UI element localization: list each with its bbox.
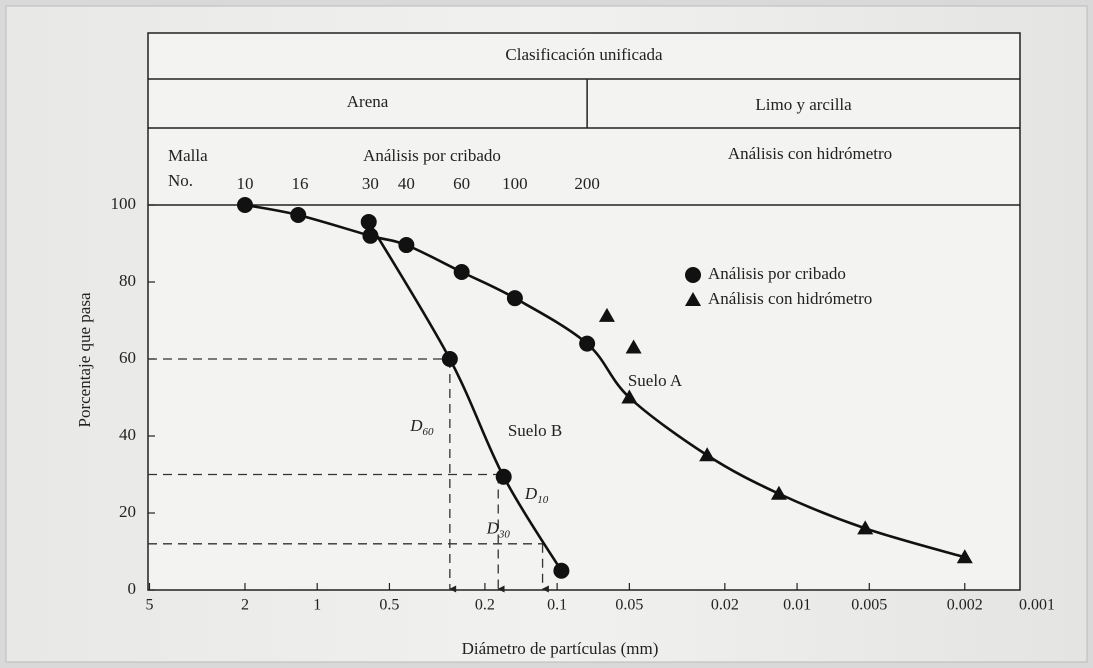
y-tick-label: 40: [119, 425, 136, 444]
x-tick-label: 0.2: [475, 597, 495, 614]
x-tick-label: 2: [241, 597, 249, 614]
triangle-marker: [598, 307, 615, 322]
y-axis-label: Porcentaje que pasa: [75, 292, 94, 427]
x-tick-label: 0.5: [379, 597, 399, 614]
triangle-marker: [685, 292, 701, 306]
circle-marker: [236, 197, 253, 213]
sieve-number: 40: [398, 174, 415, 193]
triangle-marker: [625, 339, 642, 354]
sieve-number: 200: [574, 174, 600, 193]
triangle-marker: [621, 389, 638, 404]
sieve-number: 60: [453, 174, 470, 193]
guide-label-sub: 30: [498, 528, 511, 540]
circle-marker: [362, 227, 379, 244]
triangle-marker: [956, 549, 973, 564]
sieve-method: Análisis por cribado: [363, 146, 501, 165]
malla-label: No.: [168, 171, 193, 190]
hydro-method: Análisis con hidrómetro: [728, 144, 892, 163]
header-left: Arena: [347, 92, 389, 111]
y-tick-label: 80: [119, 271, 136, 290]
x-tick-label: 0.005: [851, 597, 887, 614]
malla-label: Malla: [168, 146, 208, 165]
guide-label-sub: 10: [537, 493, 549, 505]
y-tick-label: 60: [119, 348, 136, 367]
header-title: Clasificación unificada: [505, 45, 663, 64]
header-right: Limo y arcilla: [755, 95, 852, 114]
triangle-marker: [770, 485, 787, 500]
circle-marker: [290, 207, 307, 224]
y-tick-label: 20: [119, 502, 136, 521]
sieve-number: 10: [236, 174, 253, 193]
circle-marker: [441, 351, 458, 367]
sieve-number: 16: [291, 174, 308, 193]
triangle-marker: [699, 447, 716, 462]
x-tick-label: 0.05: [615, 597, 643, 614]
guide-label-main: D: [524, 484, 538, 503]
guide-label-main: D: [486, 518, 500, 537]
circle-marker: [398, 237, 415, 254]
legend-label: Análisis con hidrómetro: [708, 289, 872, 308]
circle-marker: [579, 335, 596, 352]
circle-marker: [506, 290, 523, 307]
x-axis-label: Diámetro de partículas (mm): [462, 639, 659, 658]
sieve-number: 30: [362, 174, 379, 193]
x-tick-label: 1: [313, 597, 321, 614]
guide-label-sub: 60: [422, 426, 434, 438]
guide-label: D30: [486, 518, 511, 540]
circle-marker: [453, 263, 470, 280]
x-tick-label: 0.02: [711, 597, 739, 614]
circle-marker: [685, 267, 701, 283]
x-tick-label: 0.001: [1019, 597, 1055, 614]
triangle-marker: [857, 520, 874, 535]
x-tick-label: 0.1: [547, 597, 567, 614]
circle-marker: [553, 562, 570, 579]
guide-label: D10: [524, 484, 549, 506]
plot-frame: [147, 32, 1021, 591]
x-tick-label: 5: [146, 597, 154, 614]
curve-label: Suelo A: [628, 371, 683, 390]
plot-layer: Clasificación unificada Arena Limo y arcil…: [75, 45, 1055, 658]
circle-marker: [495, 468, 512, 485]
curve-label: Suelo B: [508, 421, 562, 440]
y-tick-label: 100: [111, 194, 137, 213]
guide-label: D60: [409, 416, 434, 438]
sieve-number: 100: [502, 174, 528, 193]
circle-marker: [360, 213, 377, 230]
soil-curve: [367, 221, 563, 572]
guide-label-main: D: [409, 416, 423, 435]
x-tick-label: 0.01: [783, 597, 811, 614]
x-tick-label: 0.002: [947, 597, 983, 614]
legend-label: Análisis por cribado: [708, 264, 846, 283]
y-tick-label: 0: [128, 579, 137, 598]
